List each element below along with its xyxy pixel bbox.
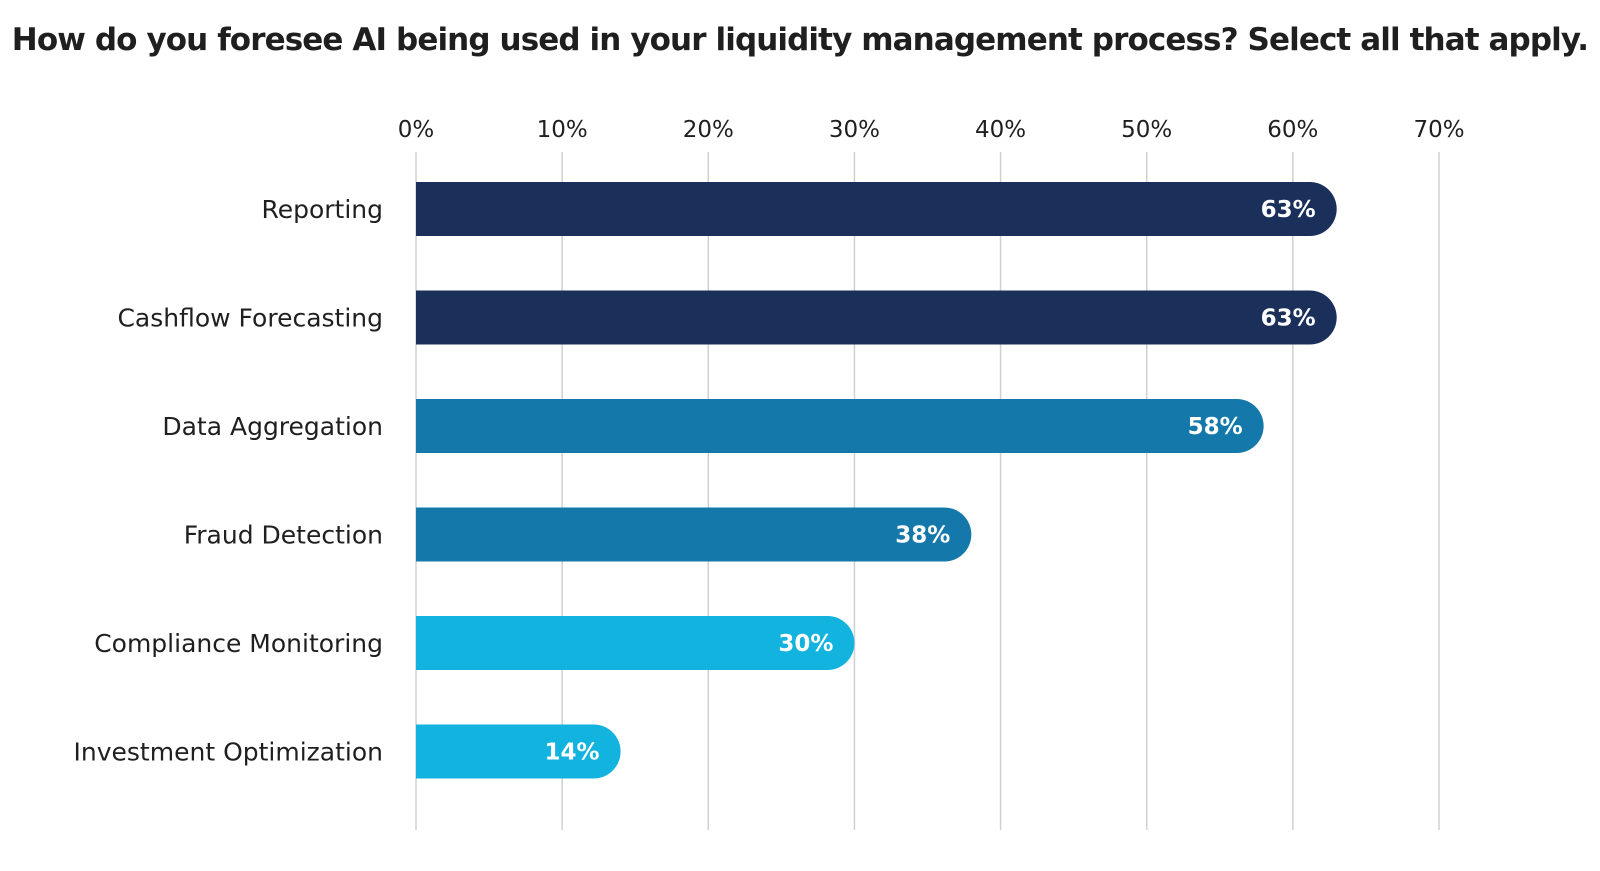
- x-tick-label-50: 50%: [1121, 117, 1172, 143]
- x-axis-tick-labels: 0% 10% 20% 30% 40% 50% 60% 70%: [398, 117, 1465, 143]
- value-label-fraud-detection: 38%: [895, 523, 950, 549]
- value-label-reporting: 63%: [1261, 197, 1316, 223]
- category-labels: Reporting Cashflow Forecasting Data Aggreg…: [74, 195, 383, 767]
- bars: [416, 182, 1337, 779]
- value-label-investment-optimization: 14%: [545, 740, 600, 766]
- category-label-compliance-monitoring: Compliance Monitoring: [94, 629, 383, 658]
- value-label-compliance-monitoring: 30%: [778, 631, 833, 657]
- category-label-reporting: Reporting: [261, 195, 383, 224]
- category-label-cashflow-forecasting: Cashflow Forecasting: [117, 304, 383, 333]
- bar-fraud-detection: [416, 507, 972, 562]
- category-label-investment-optimization: Investment Optimization: [74, 738, 383, 767]
- x-tick-label-20: 20%: [683, 117, 734, 143]
- bar-reporting: [416, 182, 1337, 236]
- bar-investment-optimization: [416, 724, 621, 779]
- x-tick-label-0: 0%: [398, 117, 435, 143]
- x-tick-label-40: 40%: [975, 117, 1026, 143]
- x-tick-label-10: 10%: [537, 117, 588, 143]
- grid-lines: [415, 152, 1440, 830]
- category-label-data-aggregation: Data Aggregation: [162, 412, 383, 441]
- chart-title: How do you foresee AI being used in your…: [11, 22, 1589, 58]
- x-tick-label-30: 30%: [829, 117, 880, 143]
- x-tick-label-70: 70%: [1413, 117, 1464, 143]
- value-labels: 63% 63% 58% 38% 30% 14%: [545, 197, 1316, 766]
- bar-cashflow-forecasting: [416, 290, 1337, 345]
- bar-data-aggregation: [416, 399, 1264, 453]
- value-label-data-aggregation: 58%: [1188, 414, 1243, 440]
- bar-compliance-monitoring: [416, 616, 855, 670]
- value-label-cashflow-forecasting: 63%: [1261, 306, 1316, 332]
- x-tick-label-60: 60%: [1267, 117, 1318, 143]
- category-label-fraud-detection: Fraud Detection: [184, 521, 383, 550]
